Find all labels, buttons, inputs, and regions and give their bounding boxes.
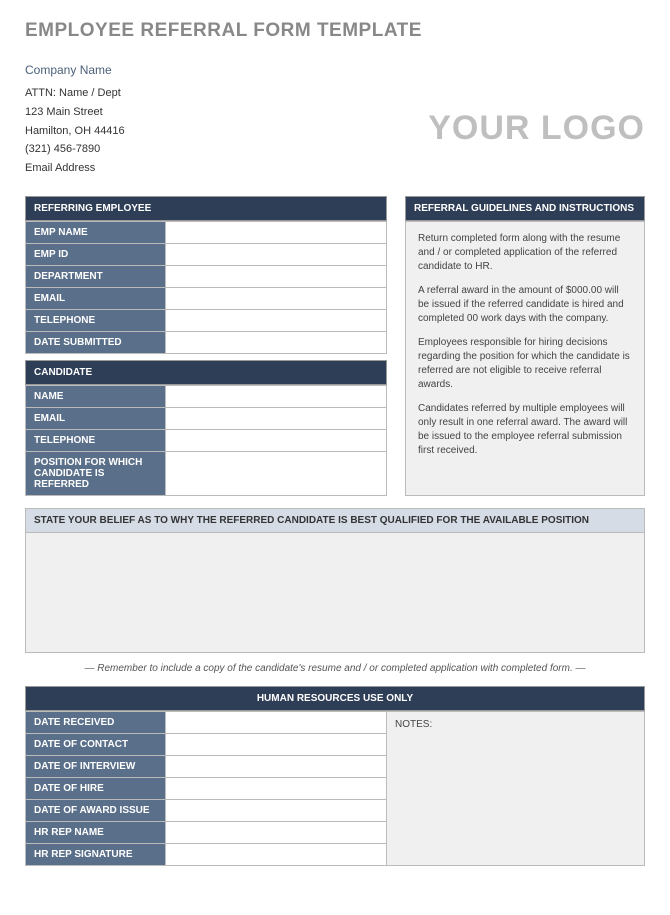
field-label: EMAIL bbox=[26, 287, 166, 309]
field-label: DEPARTMENT bbox=[26, 265, 166, 287]
belief-header: STATE YOUR BELIEF AS TO WHY THE REFERRED… bbox=[25, 508, 645, 533]
field-value[interactable] bbox=[166, 429, 387, 451]
company-info: Company Name ATTN: Name / Dept 123 Main … bbox=[25, 60, 125, 178]
field-value[interactable] bbox=[166, 733, 387, 755]
field-label: HR REP NAME bbox=[26, 821, 166, 843]
field-value[interactable] bbox=[166, 777, 387, 799]
field-value[interactable] bbox=[166, 755, 387, 777]
logo-placeholder: YOUR LOGO bbox=[428, 109, 645, 148]
field-value[interactable] bbox=[166, 265, 387, 287]
field-value[interactable] bbox=[166, 243, 387, 265]
field-label: DATE OF CONTACT bbox=[26, 733, 166, 755]
referring-employee-table: EMP NAME EMP ID DEPARTMENT EMAIL TELEPHO… bbox=[25, 221, 387, 354]
field-value[interactable] bbox=[166, 843, 387, 865]
guideline-paragraph: Candidates referred by multiple employee… bbox=[418, 402, 632, 458]
company-phone: (321) 456-7890 bbox=[25, 140, 125, 159]
hr-left-column: DATE RECEIVED DATE OF CONTACT DATE OF IN… bbox=[25, 711, 387, 866]
field-value[interactable] bbox=[166, 799, 387, 821]
field-value[interactable] bbox=[166, 385, 387, 407]
field-value[interactable] bbox=[166, 407, 387, 429]
notes-label: NOTES: bbox=[395, 719, 432, 730]
company-attn: ATTN: Name / Dept bbox=[25, 84, 125, 103]
candidate-table: NAME EMAIL TELEPHONE POSITION FOR WHICH … bbox=[25, 385, 387, 496]
header-row: Company Name ATTN: Name / Dept 123 Main … bbox=[25, 60, 645, 178]
field-label: DATE OF AWARD ISSUE bbox=[26, 799, 166, 821]
field-value[interactable] bbox=[166, 287, 387, 309]
hr-header: HUMAN RESOURCES USE ONLY bbox=[25, 686, 645, 711]
guidelines-box: Return completed form along with the res… bbox=[405, 221, 645, 496]
company-email: Email Address bbox=[25, 159, 125, 178]
field-label: DATE OF HIRE bbox=[26, 777, 166, 799]
field-value[interactable] bbox=[166, 711, 387, 733]
field-value[interactable] bbox=[166, 331, 387, 353]
guidelines-header: REFERRAL GUIDELINES AND INSTRUCTIONS bbox=[405, 196, 645, 221]
field-label: DATE SUBMITTED bbox=[26, 331, 166, 353]
field-value[interactable] bbox=[166, 309, 387, 331]
field-value[interactable] bbox=[166, 221, 387, 243]
hr-notes-box[interactable]: NOTES: bbox=[387, 711, 645, 866]
company-street: 123 Main Street bbox=[25, 103, 125, 122]
reminder-text: — Remember to include a copy of the cand… bbox=[25, 663, 645, 674]
belief-box[interactable] bbox=[25, 533, 645, 653]
field-label: TELEPHONE bbox=[26, 309, 166, 331]
right-column: REFERRAL GUIDELINES AND INSTRUCTIONS Ret… bbox=[405, 196, 645, 496]
field-label: EMAIL bbox=[26, 407, 166, 429]
company-city-state-zip: Hamilton, OH 44416 bbox=[25, 122, 125, 141]
field-label: TELEPHONE bbox=[26, 429, 166, 451]
left-column: REFERRING EMPLOYEE EMP NAME EMP ID DEPAR… bbox=[25, 196, 387, 496]
field-label: POSITION FOR WHICH CANDIDATE IS REFERRED bbox=[26, 451, 166, 495]
main-row: REFERRING EMPLOYEE EMP NAME EMP ID DEPAR… bbox=[25, 196, 645, 496]
company-name: Company Name bbox=[25, 60, 125, 80]
hr-row: DATE RECEIVED DATE OF CONTACT DATE OF IN… bbox=[25, 711, 645, 866]
field-label: HR REP SIGNATURE bbox=[26, 843, 166, 865]
guideline-paragraph: Return completed form along with the res… bbox=[418, 232, 632, 274]
page-title: EMPLOYEE REFERRAL FORM TEMPLATE bbox=[25, 20, 645, 42]
guideline-paragraph: Employees responsible for hiring decisio… bbox=[418, 336, 632, 392]
field-label: EMP ID bbox=[26, 243, 166, 265]
candidate-header: CANDIDATE bbox=[25, 360, 387, 385]
hr-table: DATE RECEIVED DATE OF CONTACT DATE OF IN… bbox=[25, 711, 387, 866]
field-value[interactable] bbox=[166, 821, 387, 843]
field-label: DATE OF INTERVIEW bbox=[26, 755, 166, 777]
field-value[interactable] bbox=[166, 451, 387, 495]
field-label: EMP NAME bbox=[26, 221, 166, 243]
field-label: NAME bbox=[26, 385, 166, 407]
field-label: DATE RECEIVED bbox=[26, 711, 166, 733]
referring-employee-header: REFERRING EMPLOYEE bbox=[25, 196, 387, 221]
guideline-paragraph: A referral award in the amount of $000.0… bbox=[418, 284, 632, 326]
